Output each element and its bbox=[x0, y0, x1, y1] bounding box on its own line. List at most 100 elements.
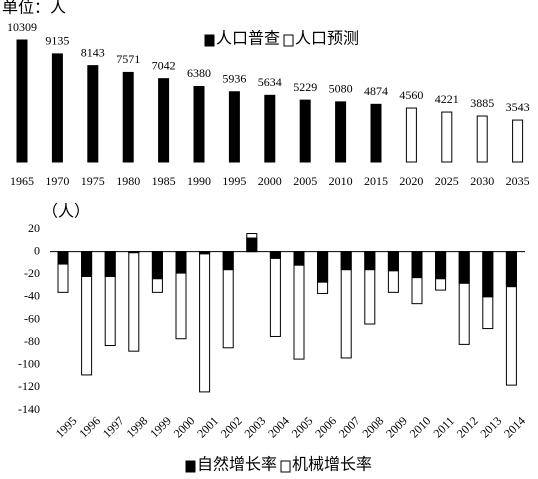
x-tick-label: 2001 bbox=[194, 414, 221, 441]
x-tick-label: 2035 bbox=[506, 174, 530, 188]
bar bbox=[335, 101, 347, 163]
bar bbox=[122, 71, 134, 163]
x-tick-label: 2013 bbox=[477, 414, 504, 441]
x-tick-label: 2008 bbox=[359, 414, 386, 441]
x-tick-label: 2000 bbox=[171, 414, 198, 441]
unit-label: 单位：人 bbox=[2, 0, 66, 17]
x-tick-label: 1970 bbox=[45, 174, 69, 188]
y-tick-label: -40 bbox=[24, 289, 40, 303]
bar bbox=[16, 39, 28, 163]
x-tick-label: 2010 bbox=[329, 174, 353, 188]
bar bbox=[458, 251, 470, 284]
y-axis-label: （人） bbox=[42, 203, 90, 221]
bar bbox=[104, 251, 116, 278]
bar bbox=[87, 65, 99, 163]
x-tick-label: 2009 bbox=[383, 414, 410, 441]
x-tick-label: 1998 bbox=[123, 414, 150, 441]
x-tick-label: 2025 bbox=[435, 174, 459, 188]
bar bbox=[57, 251, 69, 265]
y-tick-label: 20 bbox=[28, 221, 40, 235]
x-tick-label: 2030 bbox=[470, 174, 494, 188]
x-tick-label: 2011 bbox=[430, 414, 457, 441]
data-label: 7571 bbox=[116, 52, 140, 66]
x-tick-label: 2004 bbox=[265, 414, 292, 441]
bar bbox=[151, 251, 163, 280]
bar bbox=[193, 85, 205, 163]
data-label: 6380 bbox=[187, 66, 211, 80]
bar bbox=[340, 251, 352, 271]
bar bbox=[175, 251, 187, 274]
x-tick-label: 1995 bbox=[53, 414, 80, 441]
x-tick-label: 2020 bbox=[399, 174, 423, 188]
x-tick-label: 2000 bbox=[258, 174, 282, 188]
data-label: 7042 bbox=[152, 58, 176, 72]
x-tick-label: 2014 bbox=[501, 414, 528, 441]
bar bbox=[476, 115, 488, 163]
bar bbox=[199, 251, 211, 255]
bar bbox=[364, 251, 376, 271]
bar bbox=[246, 237, 258, 253]
bar bbox=[81, 251, 93, 278]
x-tick-label: 2003 bbox=[241, 414, 268, 441]
x-tick-label: 2005 bbox=[293, 174, 317, 188]
x-tick-label: 2006 bbox=[312, 414, 339, 441]
bar bbox=[128, 251, 140, 352]
legend-swatch bbox=[185, 460, 196, 473]
legend-swatch bbox=[283, 34, 294, 47]
x-tick-label: 2010 bbox=[407, 414, 434, 441]
x-tick-label: 2015 bbox=[364, 174, 388, 188]
legend-swatch bbox=[280, 460, 291, 473]
x-tick-label: 1990 bbox=[187, 174, 211, 188]
x-tick-label: 2012 bbox=[454, 414, 481, 441]
legend-label: 人口普查 bbox=[216, 30, 280, 48]
x-tick-label: 1995 bbox=[222, 174, 246, 188]
x-tick-label: 1975 bbox=[81, 174, 105, 188]
data-label: 4874 bbox=[364, 84, 388, 98]
y-tick-label: -60 bbox=[24, 311, 40, 325]
x-tick-label: 1999 bbox=[147, 414, 174, 441]
legend-label: 机械增长率 bbox=[292, 456, 372, 474]
bar bbox=[269, 251, 281, 259]
bar bbox=[264, 94, 276, 163]
bar bbox=[411, 251, 423, 279]
data-label: 9135 bbox=[45, 34, 69, 48]
y-tick-label: -20 bbox=[24, 266, 40, 280]
bar bbox=[228, 91, 240, 163]
bar bbox=[435, 251, 447, 280]
data-label: 5634 bbox=[258, 75, 282, 89]
bar bbox=[370, 103, 382, 163]
data-label: 10309 bbox=[7, 20, 37, 34]
bar bbox=[128, 251, 140, 254]
x-tick-label: 1996 bbox=[76, 414, 103, 441]
data-label: 4221 bbox=[435, 92, 459, 106]
bar bbox=[199, 251, 211, 393]
y-tick-label: -140 bbox=[18, 402, 40, 416]
data-label: 3885 bbox=[470, 96, 494, 110]
data-label: 8143 bbox=[81, 45, 105, 59]
bar bbox=[405, 107, 417, 163]
data-label: 5080 bbox=[329, 82, 353, 96]
x-tick-label: 1980 bbox=[116, 174, 140, 188]
bar bbox=[158, 78, 170, 163]
x-tick-label: 1965 bbox=[10, 174, 34, 188]
bar bbox=[293, 251, 305, 360]
y-tick-label: 0 bbox=[34, 243, 40, 257]
bar bbox=[299, 99, 311, 163]
y-tick-label: -100 bbox=[18, 357, 40, 371]
bar bbox=[512, 119, 524, 163]
data-label: 3543 bbox=[506, 100, 530, 114]
bar bbox=[441, 111, 453, 163]
bar bbox=[222, 251, 234, 271]
bar bbox=[505, 251, 517, 288]
x-tick-label: 1985 bbox=[152, 174, 176, 188]
legend-label: 自然增长率 bbox=[197, 456, 277, 474]
x-tick-label: 2007 bbox=[336, 414, 363, 441]
bar bbox=[51, 53, 63, 163]
data-label: 4560 bbox=[399, 88, 423, 102]
bar bbox=[269, 251, 281, 337]
legend-swatch bbox=[204, 34, 215, 47]
x-tick-label: 2005 bbox=[289, 414, 316, 441]
x-tick-label: 1997 bbox=[100, 414, 127, 441]
bar bbox=[317, 251, 329, 283]
